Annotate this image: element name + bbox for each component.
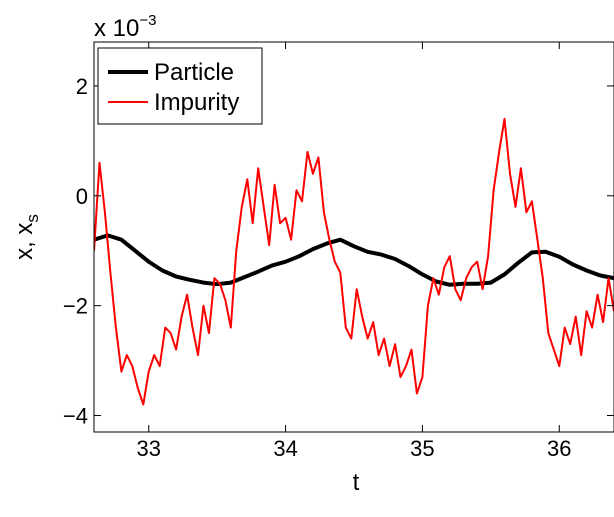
legend-label-particle: Particle (154, 59, 234, 86)
legend-label-impurity: Impurity (154, 89, 239, 116)
x-tick-label: 33 (136, 436, 160, 461)
series-line-impurity (94, 117, 614, 406)
y-tick-label: 2 (76, 74, 88, 99)
series-layer (94, 117, 614, 406)
y-multiplier-exponent: −3 (139, 12, 156, 29)
y-axis-label: x, xs (11, 214, 42, 260)
x-tick-label: 34 (273, 436, 297, 461)
x-tick-label: 36 (547, 436, 571, 461)
y-multiplier-base: x 10 (94, 15, 139, 42)
x-tick-label: 35 (410, 436, 434, 461)
y-tick-label: −2 (63, 294, 88, 319)
y-tick-label: −4 (63, 404, 88, 429)
legend: Particle Impurity (97, 47, 263, 125)
plot-frame (93, 41, 614, 433)
y-axis-label-main: x, x (11, 223, 38, 260)
y-axis-label-subscript: s (23, 214, 42, 223)
tick-layer: 33 34 35 36 −4 −2 0 2 (63, 42, 614, 461)
y-tick-label: 0 (76, 184, 88, 209)
y-multiplier: x 10−3 (94, 12, 156, 42)
x-axis-label: t (353, 469, 360, 496)
series-line-particle (94, 233, 614, 287)
legend-box (97, 47, 263, 125)
